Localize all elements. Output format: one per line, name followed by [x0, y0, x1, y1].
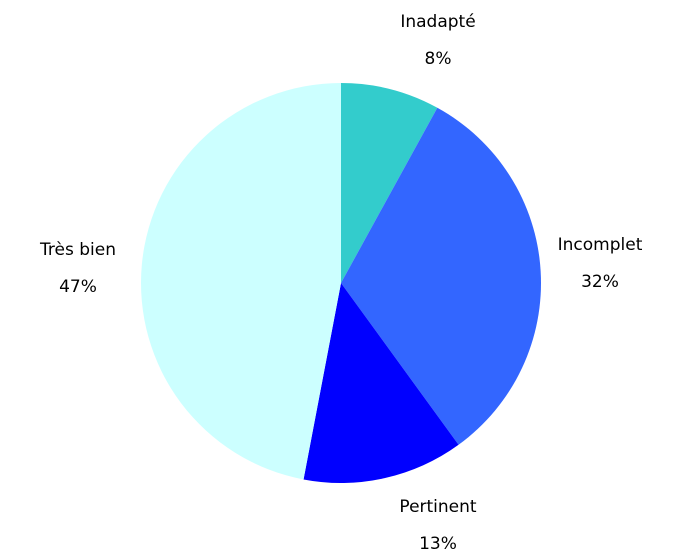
pie-slice [341, 107, 541, 445]
slice-label: Très bien [39, 240, 116, 260]
slice-value: 8% [425, 49, 452, 69]
slice-label: Pertinent [399, 497, 476, 517]
pie-slice [141, 83, 341, 480]
slice-value: 32% [581, 272, 619, 292]
pie-slice [303, 283, 459, 483]
slice-label: Incomplet [558, 235, 643, 255]
slice-value: 47% [59, 277, 97, 297]
pie-slice [341, 83, 438, 283]
slice-label: Inadapté [400, 12, 475, 32]
slice-value: 13% [419, 534, 457, 554]
